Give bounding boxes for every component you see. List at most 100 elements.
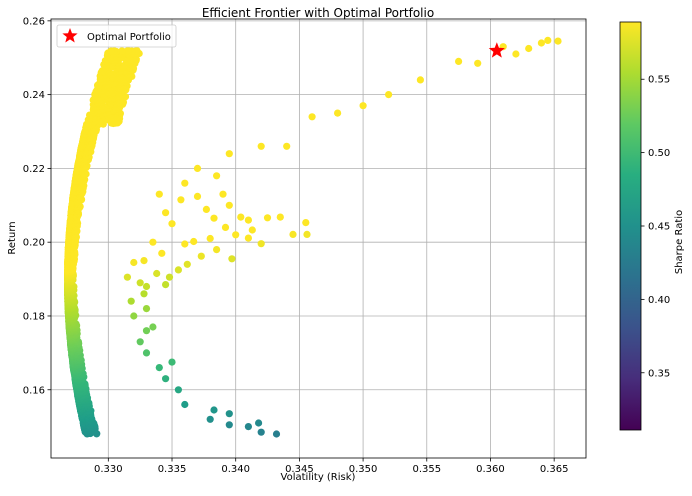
portfolio-point <box>213 246 221 254</box>
colorbar-label: Sharpe Ratio <box>674 210 685 274</box>
portfolio-point <box>165 273 174 281</box>
portfolio-point <box>193 164 202 172</box>
y-tick-label: 0.26 <box>23 16 45 27</box>
x-tick-label: 0.355 <box>412 464 441 475</box>
portfolio-point <box>213 172 221 180</box>
portfolio-point <box>289 230 297 238</box>
portfolio-point <box>554 37 562 45</box>
chart-title: Efficient Frontier with Optimal Portfoli… <box>202 6 434 20</box>
y-tick-label: 0.22 <box>23 164 45 175</box>
portfolio-point <box>455 57 463 65</box>
portfolio-point <box>181 240 189 248</box>
portfolio-point <box>544 36 552 45</box>
legend: Optimal Portfolio <box>56 24 177 48</box>
portfolio-point <box>255 419 263 427</box>
portfolio-point <box>107 47 115 55</box>
portfolio-point <box>142 282 151 291</box>
x-tick-label: 0.360 <box>476 464 505 475</box>
portfolio-point <box>248 226 256 234</box>
y-tick-label: 0.18 <box>23 311 45 322</box>
portfolio-point <box>118 47 126 55</box>
legend-entry-label: Optimal Portfolio <box>87 32 171 43</box>
portfolio-point <box>142 349 151 357</box>
portfolio-point <box>162 375 170 383</box>
portfolio-point <box>136 338 144 346</box>
scatter-points <box>64 36 562 438</box>
portfolio-point <box>232 231 240 239</box>
portfolio-point <box>257 142 265 150</box>
grid <box>51 19 586 458</box>
portfolio-point <box>155 364 163 372</box>
portfolio-point <box>225 201 233 209</box>
portfolio-point <box>140 257 148 265</box>
portfolio-point <box>136 279 144 287</box>
portfolio-point <box>130 312 138 320</box>
y-axis-label: Return <box>7 221 18 254</box>
portfolio-point <box>257 428 265 436</box>
portfolio-point <box>140 290 148 298</box>
portfolio-point <box>149 323 157 331</box>
legend-box <box>56 24 177 48</box>
x-tick-label: 0.330 <box>94 464 123 475</box>
portfolio-point <box>512 50 520 58</box>
portfolio-point <box>308 113 316 121</box>
portfolio-point <box>283 142 291 150</box>
portfolio-point <box>193 192 202 200</box>
portfolio-point <box>127 297 135 305</box>
x-tick-label: 0.345 <box>285 464 314 475</box>
portfolio-point <box>181 400 189 409</box>
colorbar-tick-label: 0.35 <box>648 368 670 379</box>
portfolio-point <box>202 205 210 213</box>
portfolio-point <box>183 260 191 268</box>
portfolio-point <box>334 109 342 117</box>
portfolio-point <box>244 216 252 224</box>
portfolio-point <box>225 410 233 418</box>
x-axis-label: Volatility (Risk) <box>281 472 356 483</box>
x-tick-label: 0.335 <box>158 464 187 475</box>
portfolio-point <box>237 213 245 221</box>
portfolio-point <box>142 327 151 335</box>
portfolio-point <box>359 102 367 110</box>
portfolio-point <box>168 220 176 228</box>
colorbar-gradient <box>619 21 642 431</box>
portfolio-point <box>263 214 272 222</box>
colorbar-ticks: 0.35 0.40 0.45 0.50 0.55 <box>641 75 670 379</box>
y-tick-label: 0.20 <box>23 238 45 249</box>
portfolio-point <box>123 273 131 281</box>
portfolio-point <box>124 46 132 55</box>
portfolio-point <box>210 214 218 222</box>
portfolio-point <box>225 421 233 429</box>
colorbar-tick-label: 0.50 <box>648 148 670 159</box>
y-axis-ticks: 0.16 0.18 0.20 0.22 0.24 0.26 <box>23 16 51 396</box>
colorbar-tick-label: 0.40 <box>648 295 670 306</box>
x-axis-ticks: 0.330 0.335 0.340 0.345 0.350 0.355 0.360 0.365 <box>94 458 568 475</box>
portfolio-point <box>174 386 182 394</box>
portfolio-point <box>219 190 227 198</box>
portfolio-point <box>142 305 151 313</box>
colorbar-tick-label: 0.45 <box>648 222 670 233</box>
portfolio-point <box>210 406 218 414</box>
optimal-portfolio-marker <box>488 42 505 58</box>
optimal-star-icon <box>488 42 505 58</box>
legend-star-icon <box>62 28 78 43</box>
portfolio-point <box>244 423 252 431</box>
portfolio-point <box>228 255 236 263</box>
portfolio-point <box>525 44 533 53</box>
portfolio-point <box>206 415 214 423</box>
portfolio-point <box>244 234 252 242</box>
portfolio-point <box>385 91 393 99</box>
portfolio-point <box>158 249 166 257</box>
portfolio-point <box>197 252 205 260</box>
portfolio-point <box>537 39 546 47</box>
portfolio-point <box>181 179 189 187</box>
portfolio-point <box>130 258 138 267</box>
portfolio-point <box>206 234 214 243</box>
x-tick-label: 0.350 <box>349 464 378 475</box>
x-tick-label: 0.365 <box>540 464 569 475</box>
colorbar: 0.35 0.40 0.45 0.50 0.55 Sharpe Ratio <box>619 21 685 431</box>
portfolio-point <box>276 213 284 221</box>
portfolio-point <box>474 59 482 67</box>
portfolio-point <box>162 209 170 217</box>
portfolio-point <box>272 430 281 438</box>
